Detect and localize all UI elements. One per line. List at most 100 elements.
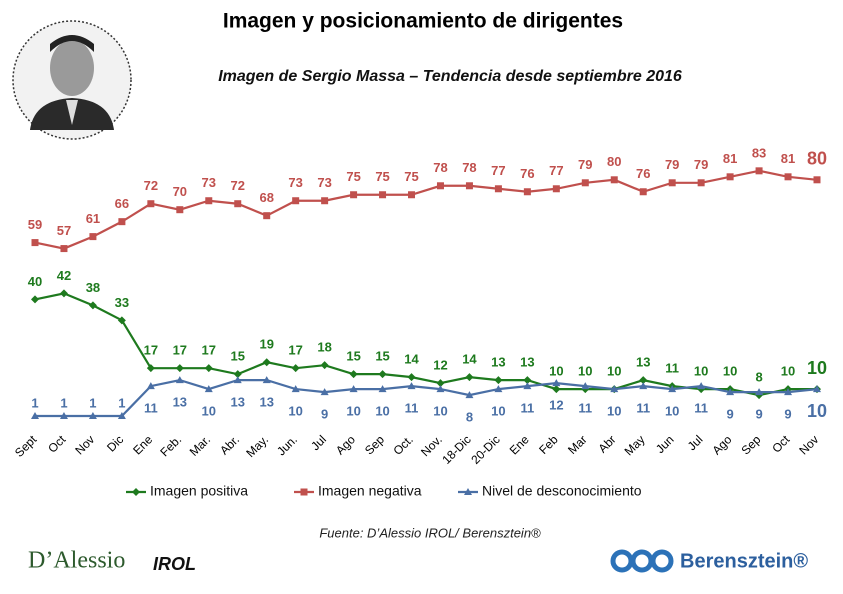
x-tick-label: Sep <box>362 432 387 457</box>
data-label: 72 <box>231 178 245 193</box>
point <box>755 388 764 396</box>
data-label: 8 <box>755 370 762 385</box>
data-label: 17 <box>173 343 187 358</box>
point <box>146 364 155 373</box>
data-label: 13 <box>259 395 273 410</box>
data-label: 75 <box>346 169 360 184</box>
point <box>205 197 213 205</box>
point <box>291 364 300 373</box>
logo-icon <box>610 549 674 573</box>
point <box>117 316 126 325</box>
x-tick-label: May. <box>243 432 271 460</box>
point <box>697 382 706 390</box>
logo-text: D’Alessio <box>28 548 125 574</box>
point <box>350 191 358 199</box>
point <box>552 185 560 193</box>
x-tick-label: Jul <box>685 432 706 453</box>
data-label: 13 <box>636 355 650 370</box>
point <box>233 376 242 384</box>
point <box>581 179 589 187</box>
legend-marker <box>300 488 308 496</box>
point <box>378 370 387 379</box>
data-label: 14 <box>404 352 419 367</box>
point <box>639 376 648 385</box>
data-label: 75 <box>404 169 418 184</box>
point <box>610 385 619 393</box>
point <box>262 358 271 367</box>
point <box>176 206 184 214</box>
data-label: 76 <box>636 166 650 181</box>
point <box>31 239 39 247</box>
legend-label: Imagen positiva <box>150 483 248 499</box>
point <box>494 185 502 193</box>
x-tick-label: Oct. <box>390 432 415 457</box>
data-label: 10 <box>491 404 505 419</box>
data-label: 15 <box>231 349 245 364</box>
x-tick-label: Oct <box>769 432 793 456</box>
data-label: 14 <box>462 352 477 367</box>
data-label: 9 <box>784 407 791 422</box>
point <box>668 385 677 393</box>
data-label: 9 <box>321 407 328 422</box>
data-label: 79 <box>578 157 592 172</box>
data-label: 13 <box>520 355 534 370</box>
data-label: 76 <box>520 166 534 181</box>
data-label: 10 <box>665 404 679 419</box>
point <box>408 191 416 199</box>
data-label: 1 <box>60 395 67 410</box>
point <box>320 388 329 396</box>
data-label: 18 <box>317 340 331 355</box>
data-label: 79 <box>694 157 708 172</box>
point <box>291 385 300 393</box>
data-label: 57 <box>57 223 71 238</box>
point <box>581 382 590 390</box>
x-tick-label: 20-Dic <box>468 432 502 466</box>
data-label: 11 <box>665 361 679 376</box>
data-label: 75 <box>375 169 389 184</box>
x-tick-label: Ago <box>709 432 734 457</box>
point <box>292 197 300 205</box>
point <box>407 373 416 382</box>
data-label: 13 <box>231 395 245 410</box>
point <box>552 385 561 394</box>
point <box>407 382 416 390</box>
x-tick-label: Nov <box>796 432 821 457</box>
data-label: 10 <box>807 401 827 421</box>
legend-label: Nivel de desconocimiento <box>482 483 642 499</box>
point <box>263 212 271 220</box>
data-label: 66 <box>115 196 129 211</box>
point <box>147 200 155 208</box>
legend-marker <box>464 488 472 495</box>
data-label: 68 <box>259 190 273 205</box>
data-label: 78 <box>462 160 476 175</box>
point <box>204 385 213 393</box>
chart-title: Imagen y posicionamiento de dirigentes <box>223 10 623 33</box>
data-label: 10 <box>202 404 216 419</box>
point <box>813 176 821 184</box>
data-label: 10 <box>549 364 563 379</box>
data-label: 79 <box>665 157 679 172</box>
point <box>639 188 647 196</box>
point <box>233 370 242 379</box>
data-label: 83 <box>752 145 766 160</box>
point <box>379 191 387 199</box>
point <box>465 391 474 399</box>
data-label: 80 <box>807 149 827 169</box>
x-tick-label: Ene <box>130 432 155 457</box>
data-label: 73 <box>317 175 331 190</box>
data-label: 9 <box>755 407 762 422</box>
point <box>118 218 126 226</box>
x-tick-label: Feb <box>536 432 561 457</box>
data-label: 59 <box>28 217 42 232</box>
point <box>697 179 705 187</box>
x-tick-label: Oct <box>45 432 69 456</box>
x-tick-label: Sept <box>12 432 40 460</box>
x-tick-label: Dic <box>104 432 126 454</box>
point <box>813 385 821 393</box>
data-label: 80 <box>607 154 621 169</box>
data-label: 10 <box>781 364 795 379</box>
point <box>117 412 126 420</box>
logo-text: Berensztein® <box>680 550 808 572</box>
source: Fuente: D’Alessio IROL/ Berensztein® <box>319 525 541 540</box>
data-label: 11 <box>144 401 158 416</box>
